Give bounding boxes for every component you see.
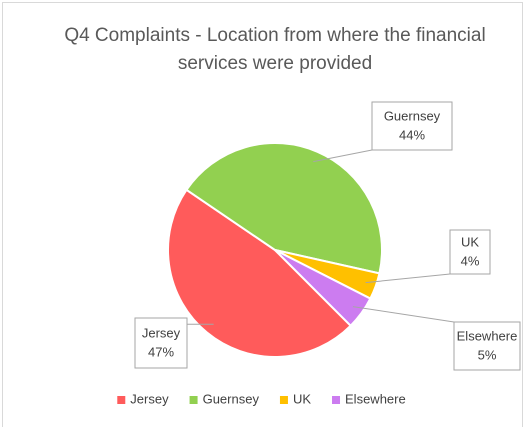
data-label-name: Guernsey — [384, 108, 441, 123]
pie-slice — [167, 188, 353, 358]
leader-line — [313, 149, 373, 163]
data-label: 44% — [399, 127, 425, 142]
data-label-name: Elsewhere — [457, 328, 518, 343]
legend-swatch — [117, 396, 126, 404]
label-box — [453, 321, 521, 371]
legend-label: Elsewhere — [345, 391, 406, 406]
legend-label: Guernsey — [203, 391, 260, 406]
label-box — [371, 101, 453, 151]
leader-line — [365, 273, 451, 284]
chart-title: Q4 Complaints - Location from where the … — [64, 25, 486, 74]
legend-label: UK — [293, 391, 311, 406]
data-label-name: Jersey — [142, 325, 181, 340]
pie-slice — [274, 249, 372, 328]
data-label: 47% — [148, 344, 174, 359]
pie-slice — [185, 142, 383, 275]
label-box — [134, 317, 188, 369]
leader-line — [352, 306, 455, 323]
data-label-name: UK — [461, 234, 479, 249]
data-label: 4% — [461, 253, 480, 268]
legend-swatch — [189, 396, 198, 404]
chart-border — [2, 2, 523, 427]
legend-swatch — [279, 396, 288, 404]
legend-swatch — [332, 396, 341, 404]
data-label: 5% — [478, 347, 497, 362]
legend-label: Jersey — [130, 391, 169, 406]
label-box — [449, 229, 491, 275]
legend: Jersey Guernsey UK Elsewhere — [117, 391, 406, 406]
